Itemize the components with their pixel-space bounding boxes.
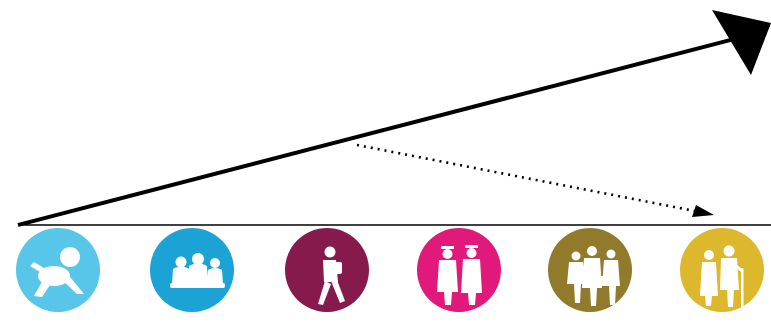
graduates-icon [437,245,482,305]
stage-adults [548,228,632,312]
stage-graduates [417,228,501,312]
stage-elderly [680,228,764,312]
sitting-children-icon [170,253,225,288]
crawling-baby-icon [30,247,84,297]
stage-teen [285,228,369,312]
dotted-arrow-head [692,205,714,217]
stage-circle [417,228,501,312]
working-adults-icon [567,246,620,306]
rising-arrow-head [712,10,771,75]
stage-baby [16,228,100,312]
elderly-couple-icon [700,245,744,307]
walking-student-icon [318,246,345,305]
dotted-arrow-line [356,143,701,214]
stage-children [150,228,234,312]
rising-arrow-line [17,35,743,227]
